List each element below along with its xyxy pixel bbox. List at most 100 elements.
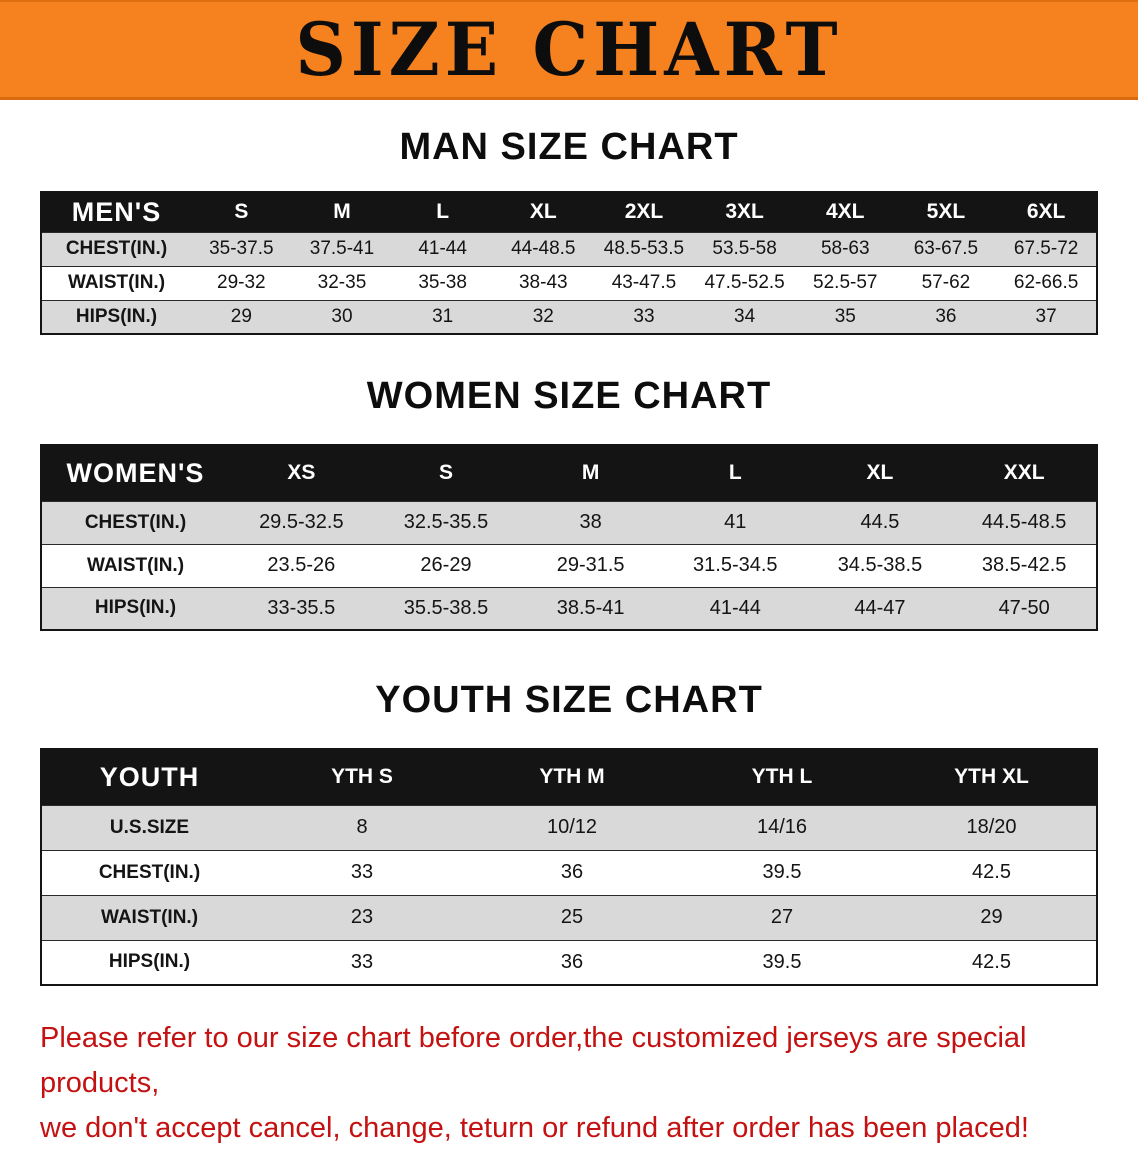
table-header-row: MEN'S S M L XL 2XL 3XL 4XL 5XL 6XL — [41, 191, 1097, 233]
value-cell: 41-44 — [662, 586, 808, 631]
value-cell: 14/16 — [677, 804, 887, 851]
value-cell: 36 — [467, 849, 677, 896]
row-label-cell: WAIST(IN.) — [41, 894, 257, 941]
value-cell: 18/20 — [887, 804, 1097, 851]
men-section-heading: MAN SIZE CHART — [399, 126, 739, 168]
value-cell: 62-66.5 — [996, 265, 1097, 301]
value-cell: 44.5-48.5 — [952, 500, 1097, 545]
size-header-cell: 5XL — [895, 191, 997, 233]
row-label-cell: WAIST(IN.) — [41, 543, 229, 588]
value-cell: 36 — [467, 939, 677, 986]
value-cell: 39.5 — [677, 939, 887, 986]
table-header-row: WOMEN'S XS S M L XL XXL — [41, 444, 1097, 502]
table-row: HIPS(IN.) 33-35.5 35.5-38.5 38.5-41 41-44 44-… — [41, 586, 1097, 631]
value-cell: 32-35 — [291, 265, 393, 301]
value-cell: 52.5-57 — [794, 265, 896, 301]
size-header-cell: XL — [492, 191, 594, 233]
table-row: CHEST(IN.) 29.5-32.5 32.5-35.5 38 41 44.5 44.5… — [41, 500, 1097, 545]
row-label-cell: CHEST(IN.) — [41, 231, 191, 267]
value-cell: 32.5-35.5 — [373, 500, 519, 545]
size-header-cell: M — [291, 191, 393, 233]
value-cell: 30 — [291, 299, 393, 335]
value-cell: 29 — [887, 894, 1097, 941]
row-label-cell: CHEST(IN.) — [41, 849, 257, 896]
value-cell: 37 — [996, 299, 1097, 335]
size-header-cell: L — [392, 191, 493, 233]
size-chart-banner: SIZE CHART — [0, 0, 1138, 100]
value-cell: 47-50 — [952, 586, 1097, 631]
table-row: CHEST(IN.) 33 36 39.5 42.5 — [41, 849, 1097, 896]
value-cell: 31.5-34.5 — [662, 543, 808, 588]
value-cell: 39.5 — [677, 849, 887, 896]
value-cell: 23.5-26 — [229, 543, 374, 588]
size-header-cell: S — [191, 191, 292, 233]
value-cell: 53.5-58 — [694, 231, 795, 267]
value-cell: 25 — [467, 894, 677, 941]
youth-size-table: YOUTH YTH S YTH M YTH L YTH XL U.S.SIZE 8 10/12… — [40, 748, 1098, 986]
row-label-cell: HIPS(IN.) — [41, 939, 257, 986]
value-cell: 38-43 — [492, 265, 594, 301]
value-cell: 58-63 — [794, 231, 896, 267]
value-cell: 29-32 — [191, 265, 292, 301]
size-header-cell: S — [373, 444, 519, 502]
size-header-cell: 6XL — [996, 191, 1097, 233]
value-cell: 67.5-72 — [996, 231, 1097, 267]
value-cell: 35-38 — [392, 265, 493, 301]
table-row: HIPS(IN.) 29 30 31 32 33 34 35 36 37 — [41, 299, 1097, 335]
value-cell: 29-31.5 — [518, 543, 663, 588]
value-cell: 42.5 — [887, 849, 1097, 896]
value-cell: 35 — [794, 299, 896, 335]
value-cell: 33 — [257, 849, 467, 896]
youth-section-heading: YOUTH SIZE CHART — [375, 679, 763, 721]
disclaimer-text: Please refer to our size chart before or… — [40, 1016, 1124, 1151]
size-header-cell: YTH M — [467, 748, 677, 806]
row-label-cell: HIPS(IN.) — [41, 586, 229, 631]
table-header-row: YOUTH YTH S YTH M YTH L YTH XL — [41, 748, 1097, 806]
value-cell: 29.5-32.5 — [229, 500, 374, 545]
table-row: WAIST(IN.) 23 25 27 29 — [41, 894, 1097, 941]
size-header-cell: 3XL — [694, 191, 795, 233]
value-cell: 10/12 — [467, 804, 677, 851]
value-cell: 42.5 — [887, 939, 1097, 986]
row-label-cell: WAIST(IN.) — [41, 265, 191, 301]
table-row: U.S.SIZE 8 10/12 14/16 18/20 — [41, 804, 1097, 851]
row-label-cell: HIPS(IN.) — [41, 299, 191, 335]
value-cell: 38 — [518, 500, 663, 545]
value-cell: 44-47 — [807, 586, 953, 631]
value-cell: 41-44 — [392, 231, 493, 267]
value-cell: 48.5-53.5 — [593, 231, 695, 267]
size-header-cell: 4XL — [794, 191, 896, 233]
size-header-cell: YTH L — [677, 748, 887, 806]
size-header-cell: YTH XL — [887, 748, 1097, 806]
table-title-cell: MEN'S — [41, 191, 191, 233]
size-header-cell: XL — [807, 444, 953, 502]
size-header-cell: YTH S — [257, 748, 467, 806]
value-cell: 26-29 — [373, 543, 519, 588]
table-title-cell: YOUTH — [41, 748, 257, 806]
value-cell: 57-62 — [895, 265, 997, 301]
table-row: CHEST(IN.) 35-37.5 37.5-41 41-44 44-48.5 48.5… — [41, 231, 1097, 267]
value-cell: 35-37.5 — [191, 231, 292, 267]
disclaimer-line-1: Please refer to our size chart before or… — [40, 1022, 1027, 1099]
value-cell: 33 — [257, 939, 467, 986]
value-cell: 29 — [191, 299, 292, 335]
table-title-cell: WOMEN'S — [41, 444, 229, 502]
table-row: WAIST(IN.) 29-32 32-35 35-38 38-43 43-47.5 47.… — [41, 265, 1097, 301]
value-cell: 38.5-42.5 — [952, 543, 1097, 588]
value-cell: 27 — [677, 894, 887, 941]
size-header-cell: 2XL — [593, 191, 695, 233]
value-cell: 37.5-41 — [291, 231, 393, 267]
value-cell: 8 — [257, 804, 467, 851]
value-cell: 33-35.5 — [229, 586, 374, 631]
value-cell: 33 — [593, 299, 695, 335]
value-cell: 31 — [392, 299, 493, 335]
men-size-table: MEN'S S M L XL 2XL 3XL 4XL 5XL 6XL CHEST(IN.) 35-37… — [40, 191, 1098, 335]
row-label-cell: CHEST(IN.) — [41, 500, 229, 545]
value-cell: 43-47.5 — [593, 265, 695, 301]
value-cell: 32 — [492, 299, 594, 335]
value-cell: 47.5-52.5 — [694, 265, 795, 301]
size-header-cell: XXL — [952, 444, 1097, 502]
size-header-cell: M — [518, 444, 663, 502]
row-label-cell: U.S.SIZE — [41, 804, 257, 851]
value-cell: 36 — [895, 299, 997, 335]
